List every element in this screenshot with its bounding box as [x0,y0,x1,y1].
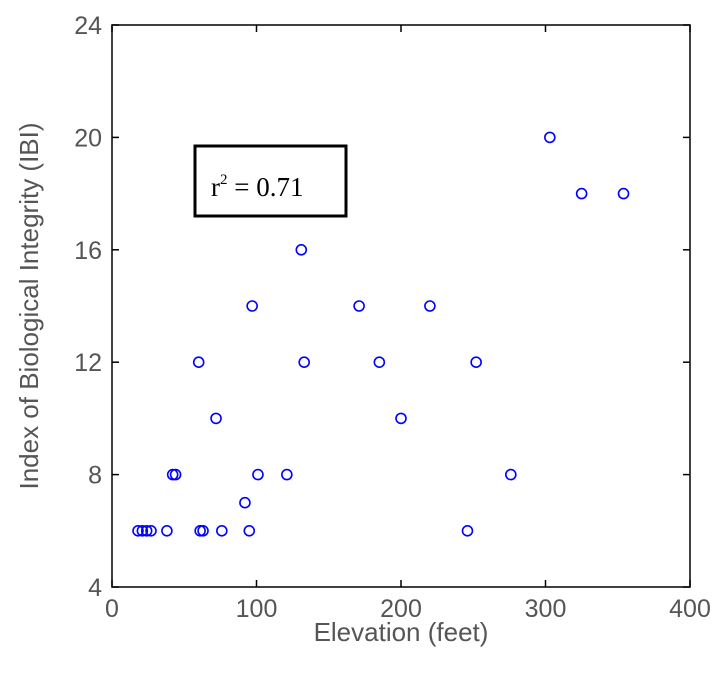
y-tick-label: 8 [88,462,102,490]
plot-area [111,24,691,588]
data-point [246,300,258,312]
r-squared-annotation: r2 = 0.71 [193,144,348,218]
annotation-base: r [211,172,220,202]
y-tick-label: 20 [74,124,102,152]
x-tick-label: 100 [236,595,278,623]
y-tick-label: 12 [74,349,102,377]
x-axis-title: Elevation (feet) [314,617,489,647]
data-point [505,468,517,481]
y-axis: 4 8 12 16 20 24 [74,12,690,602]
data-point [252,468,264,481]
annotation-rest: = 0.71 [228,172,304,202]
data-point [136,524,149,537]
data-point [281,468,293,481]
x-tick-label: 300 [525,595,567,623]
y-axis-title: Index of Biological Integrity (IBI) [14,122,44,489]
data-point [169,468,182,481]
data-points [132,131,630,537]
data-point [243,524,256,537]
annotation-text: r2 = 0.71 [211,172,303,202]
data-point [216,524,228,537]
data-point [210,412,222,425]
data-point [353,300,365,312]
data-point [197,524,209,537]
annotation-box [193,144,348,218]
y-tick-label: 16 [74,237,102,265]
data-point [544,131,556,144]
data-point [145,524,157,537]
data-point [298,356,310,369]
annotation-superscript: 2 [220,172,228,188]
data-point [470,356,482,369]
x-tick-label: 400 [669,595,711,623]
data-point [239,496,251,509]
y-tick-label: 24 [74,12,102,40]
data-point [373,356,386,369]
x-axis: 0 100 200 300 400 [105,25,711,623]
x-tick-label: 200 [380,595,422,623]
data-point [617,187,630,200]
data-point [140,524,153,537]
data-point [161,524,173,537]
data-point [192,356,205,369]
x-tick-label: 0 [105,595,119,623]
y-tick-label: 4 [88,574,102,602]
data-point [461,524,474,537]
data-point [424,300,436,312]
data-point [132,524,144,537]
data-point [295,244,308,256]
data-point [575,187,588,200]
data-point [395,412,407,425]
